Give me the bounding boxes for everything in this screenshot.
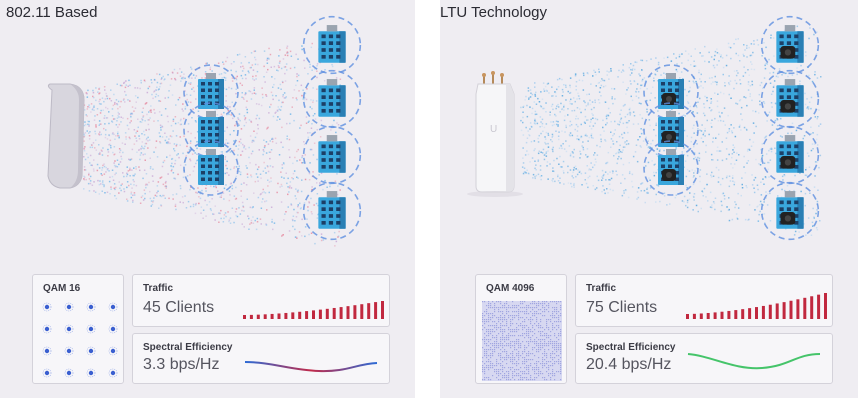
efficiency-curve bbox=[687, 353, 821, 370]
building-icon bbox=[643, 140, 699, 196]
spectral-label: Spectral Efficiency bbox=[143, 342, 233, 353]
panel-ltu: U LTU Technology QAM 4096 Traffic 75 Cli… bbox=[440, 0, 858, 398]
panel-802-11: 802.11 Based QAM 16 Traffic 45 Clients S… bbox=[0, 0, 415, 398]
traffic-card: Traffic 45 Clients bbox=[132, 274, 390, 327]
building-icon bbox=[183, 140, 239, 196]
building-icon bbox=[760, 15, 820, 75]
traffic-bars bbox=[686, 293, 827, 319]
building-icon bbox=[760, 69, 820, 129]
building-icon bbox=[183, 64, 239, 120]
buildings-group bbox=[643, 15, 820, 241]
access-point-device bbox=[47, 83, 85, 189]
spectral-value: 20.4 bps/Hz bbox=[586, 356, 672, 373]
constellation-4096 bbox=[482, 301, 562, 381]
ltu-radio-device: U bbox=[467, 71, 523, 197]
qam-label: QAM 16 bbox=[43, 283, 81, 294]
building-icon bbox=[302, 15, 362, 75]
panel-title: LTU Technology bbox=[440, 4, 548, 21]
traffic-value: 45 Clients bbox=[143, 299, 215, 316]
signal-spray bbox=[82, 31, 342, 247]
building-icon bbox=[760, 181, 820, 241]
spectral-label: Spectral Efficiency bbox=[586, 342, 676, 353]
building-icon bbox=[302, 181, 362, 241]
spectral-card: Spectral Efficiency 3.3 bps/Hz bbox=[132, 333, 390, 384]
spectral-value: 3.3 bps/Hz bbox=[143, 356, 220, 373]
traffic-label: Traffic bbox=[586, 283, 617, 294]
traffic-value: 75 Clients bbox=[586, 299, 658, 316]
buildings-group bbox=[183, 15, 362, 241]
spectral-card: Spectral Efficiency 20.4 bps/Hz bbox=[575, 333, 833, 384]
traffic-card: Traffic 75 Clients bbox=[575, 274, 833, 327]
scene-802-11 bbox=[47, 15, 362, 247]
constellation-16 bbox=[42, 302, 118, 378]
scene-ltu: U bbox=[467, 15, 822, 241]
qam-label: QAM 4096 bbox=[486, 283, 535, 294]
building-icon bbox=[302, 125, 362, 185]
traffic-label: Traffic bbox=[143, 283, 174, 294]
qam-card: QAM 16 bbox=[32, 274, 124, 384]
building-icon bbox=[302, 69, 362, 129]
efficiency-curve bbox=[244, 361, 378, 373]
building-icon bbox=[760, 125, 820, 185]
svg-text:U: U bbox=[490, 124, 497, 135]
traffic-bars bbox=[243, 301, 384, 319]
panel-title: 802.11 Based bbox=[6, 4, 98, 21]
qam-card: QAM 4096 bbox=[475, 274, 567, 384]
